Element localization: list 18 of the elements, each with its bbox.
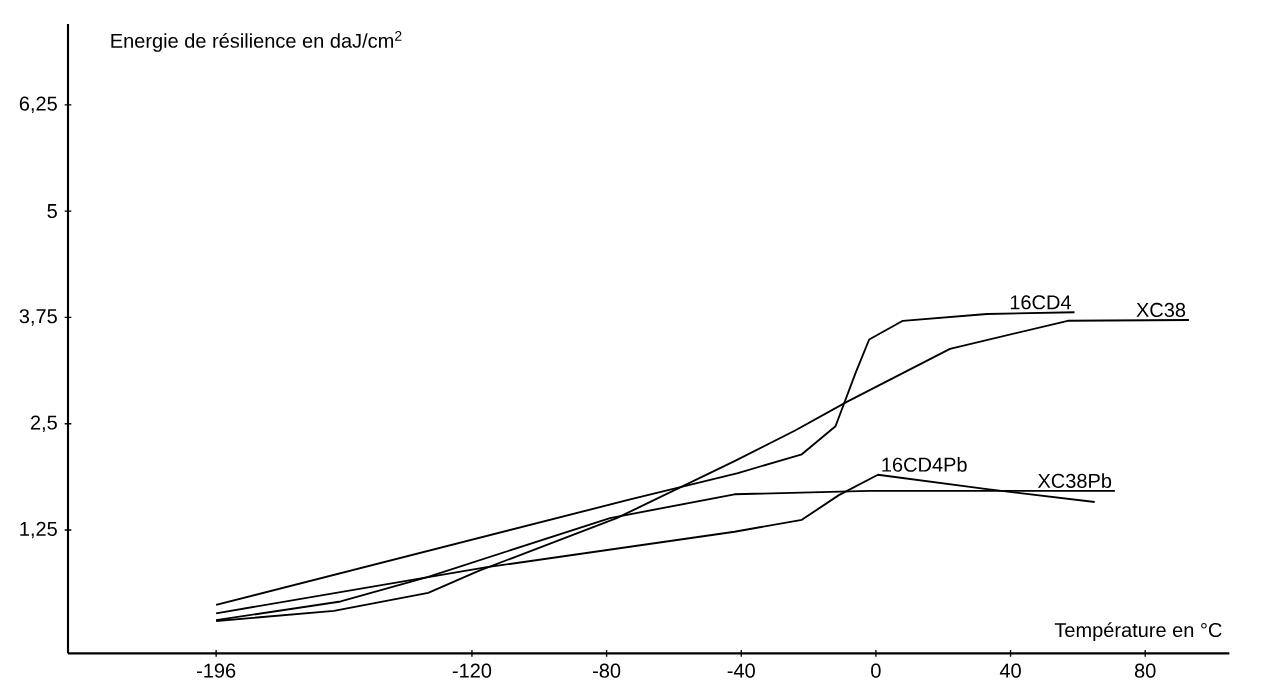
y-axis-title: Energie de résilience en daJ/cm$^{2}$ [111, 30, 402, 52]
x-tick-label: 80 [1134, 663, 1156, 678]
series-label: 16CD4 [1010, 295, 1071, 310]
y-tick-label: 1,25 [20, 521, 57, 539]
series-label: 16CD4Pb [882, 457, 967, 472]
y-tick-label: 3,75 [19, 309, 57, 326]
series-label: XC38Pb [1037, 473, 1112, 488]
x-tick-label: -196 [196, 663, 236, 678]
x-tick-label: -80 [593, 663, 621, 678]
x-tick-label: 0 [871, 663, 881, 678]
x-tick-label: -120 [452, 663, 492, 678]
x-tick-label: -40 [727, 663, 755, 678]
x-tick-label: 40 [999, 663, 1021, 678]
x-axis-title: Température en °C [1054, 622, 1222, 642]
y-tick-label: 6,25 [19, 96, 57, 114]
series-label: XC38 [1136, 302, 1186, 318]
y-tick-label: 5 [47, 204, 57, 219]
y-tick-label: 2,5 [30, 415, 57, 432]
